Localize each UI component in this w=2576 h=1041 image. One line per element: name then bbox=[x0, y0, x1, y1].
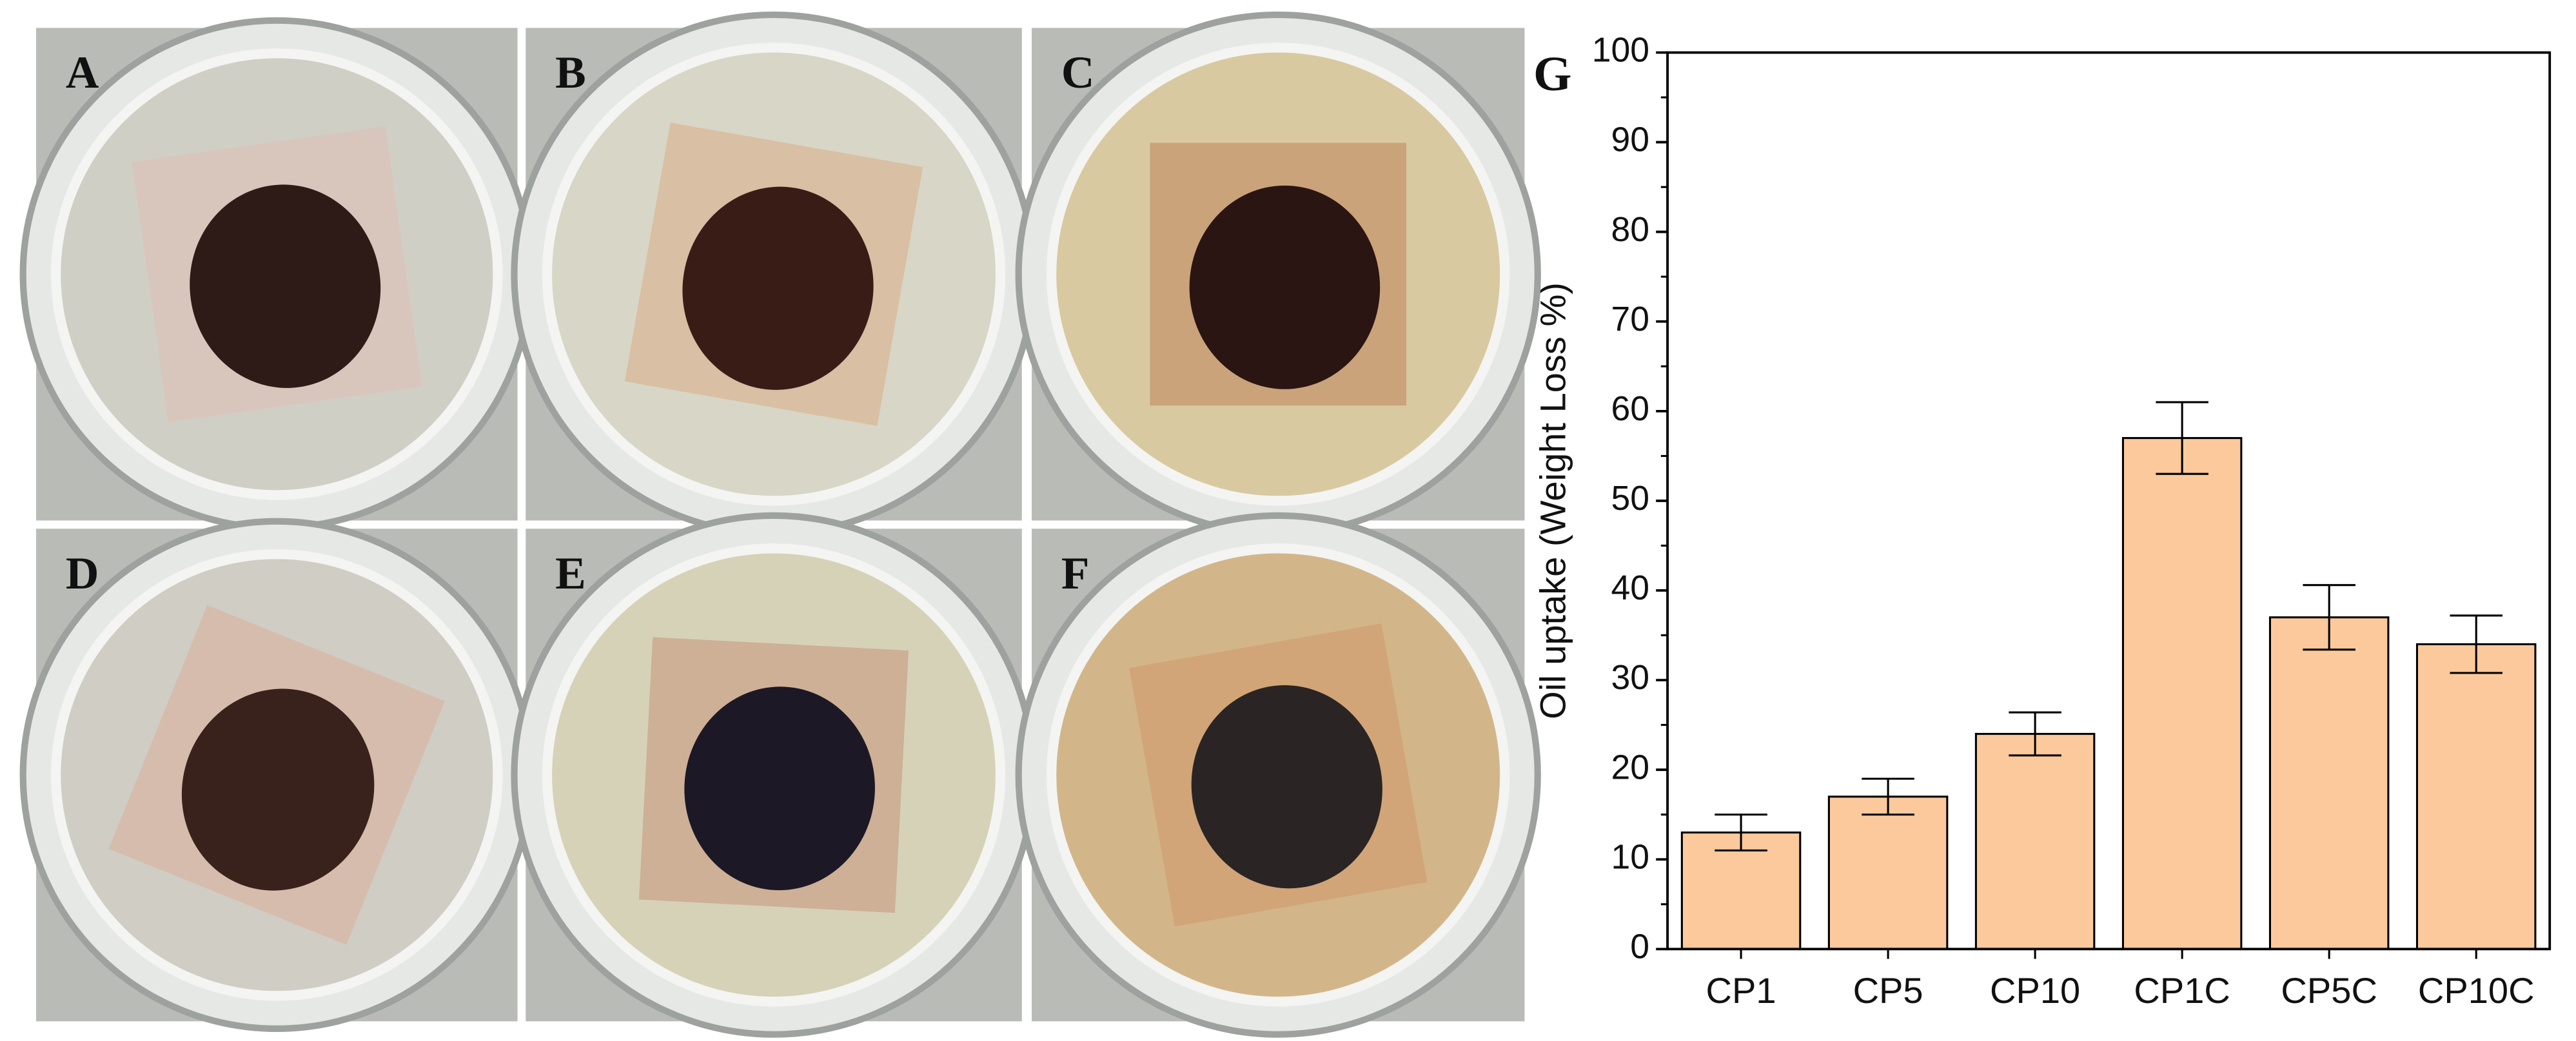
panel-letter: B bbox=[555, 47, 586, 98]
sample bbox=[132, 126, 422, 422]
oil-stain bbox=[190, 184, 381, 388]
oil-stain bbox=[682, 186, 874, 390]
oil-stain bbox=[1191, 685, 1382, 889]
y-tick-label: 90 bbox=[1611, 121, 1650, 159]
sample bbox=[624, 122, 923, 426]
y-tick-label: 40 bbox=[1611, 569, 1650, 607]
plot-frame bbox=[1666, 51, 2551, 951]
panel-letter: F bbox=[1061, 548, 1090, 599]
x-tick-label: CP10 bbox=[1990, 970, 2080, 1011]
y-tick-label: 50 bbox=[1611, 480, 1650, 518]
y-tick-label: 30 bbox=[1611, 659, 1650, 697]
bar bbox=[2121, 437, 2243, 950]
sample bbox=[1129, 623, 1428, 927]
y-tick-label: 100 bbox=[1592, 32, 1649, 70]
oil-stain bbox=[181, 688, 375, 891]
y-axis-label: Oil uptake (Weight Loss %) bbox=[1533, 282, 1573, 719]
bar bbox=[1680, 832, 1802, 950]
x-tick-label: CP5C bbox=[2281, 970, 2377, 1011]
y-tick-label: 70 bbox=[1611, 300, 1650, 338]
y-tick-label: 0 bbox=[1630, 928, 1649, 966]
y-tick-label: 10 bbox=[1611, 838, 1650, 876]
x-tick-label: CP1C bbox=[2134, 970, 2230, 1011]
panel-label: G bbox=[1533, 46, 1571, 101]
panel-letter: D bbox=[66, 548, 99, 599]
x-tick-label: CP5 bbox=[1853, 970, 1923, 1011]
y-tick-label: 80 bbox=[1611, 211, 1650, 249]
panel-letter: A bbox=[66, 47, 99, 98]
sample bbox=[638, 637, 909, 913]
bar bbox=[2415, 643, 2537, 950]
oil-stain bbox=[684, 686, 875, 891]
oil-stain bbox=[1189, 185, 1381, 389]
bar bbox=[1827, 795, 1949, 950]
panel-letter: E bbox=[555, 548, 586, 599]
sample bbox=[108, 605, 445, 945]
bar bbox=[1974, 733, 2096, 950]
x-tick-label: CP10C bbox=[2418, 970, 2535, 1011]
y-tick-label: 60 bbox=[1611, 390, 1650, 428]
x-tick-label: CP1 bbox=[1706, 970, 1776, 1011]
bar bbox=[2268, 616, 2390, 950]
panel-letter: C bbox=[1061, 47, 1095, 98]
y-tick-label: 20 bbox=[1611, 748, 1650, 786]
sample bbox=[1150, 142, 1406, 406]
